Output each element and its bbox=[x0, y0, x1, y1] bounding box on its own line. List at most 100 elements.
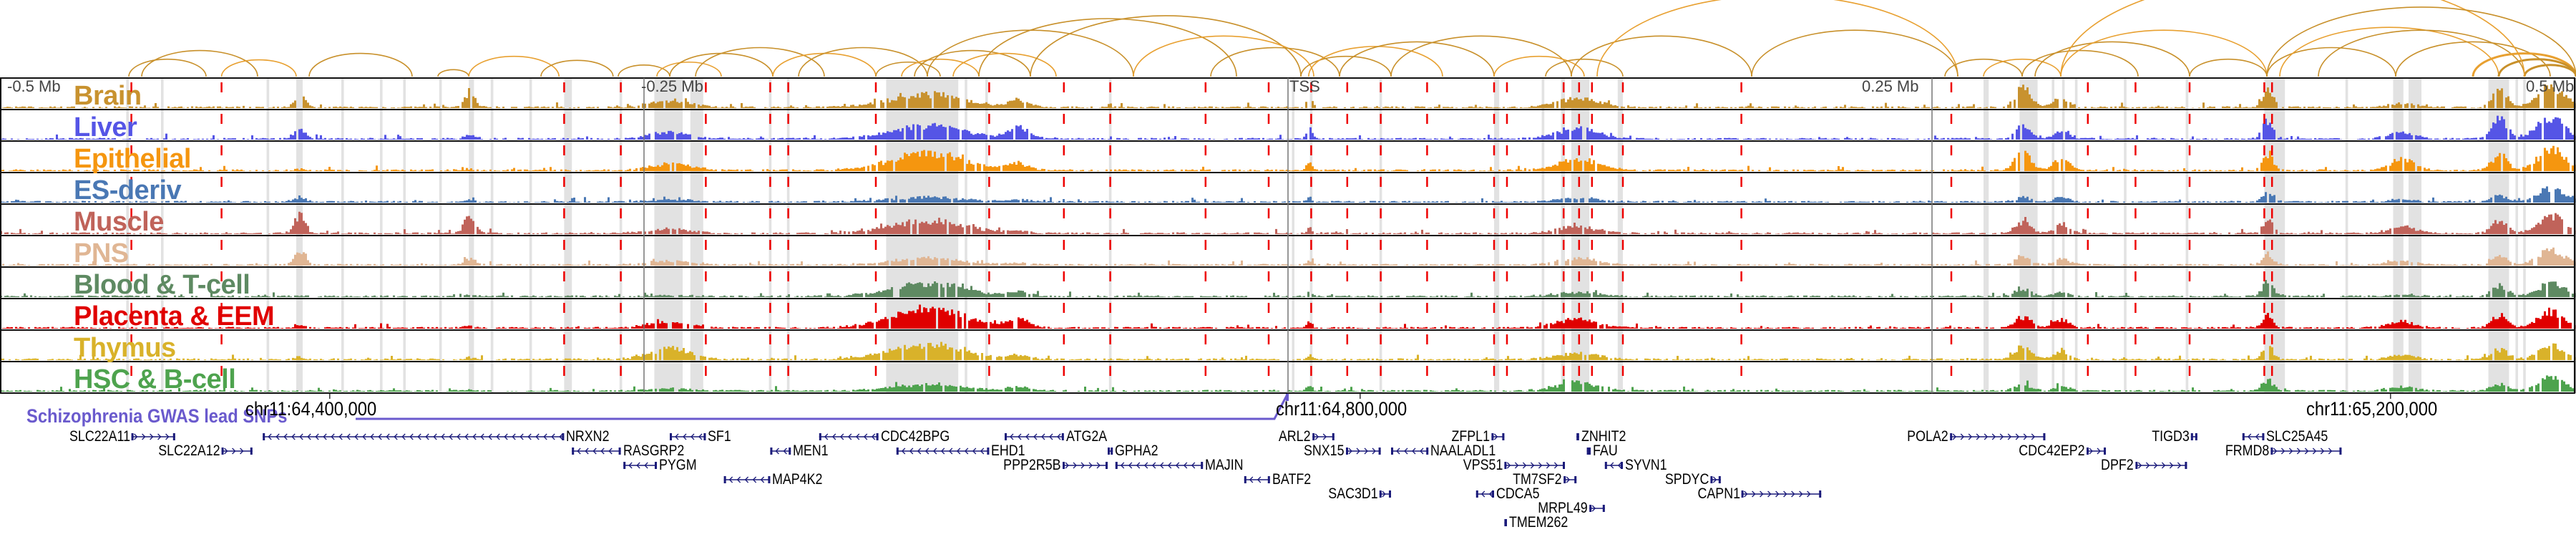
gene-label[interactable]: GPHA2 bbox=[1115, 442, 1158, 459]
chromatin-loop-arc bbox=[669, 52, 774, 77]
gene-label[interactable]: NRXN2 bbox=[566, 428, 610, 445]
gene-label[interactable]: CDCA5 bbox=[1496, 485, 1540, 502]
gene-fau[interactable] bbox=[1586, 448, 1591, 455]
chromatin-loop-arc bbox=[1133, 35, 1314, 77]
gene-znhit2[interactable] bbox=[1576, 433, 1579, 440]
gene-label[interactable]: TMEM262 bbox=[1509, 514, 1568, 531]
gene-label[interactable]: NAALADL1 bbox=[1430, 442, 1496, 459]
gene-sf1[interactable] bbox=[670, 433, 706, 440]
gene-label[interactable]: ZFPL1 bbox=[1451, 428, 1491, 445]
gene-label[interactable]: FRMD8 bbox=[2225, 442, 2270, 459]
gene-dpf2[interactable] bbox=[2135, 462, 2187, 469]
gene-cdc42ep2[interactable] bbox=[2087, 448, 2106, 455]
gene-label[interactable]: SLC22A11 bbox=[69, 428, 130, 445]
chromatin-loop-arc bbox=[914, 49, 1031, 77]
gene-label[interactable]: MRPL49 bbox=[1538, 500, 1588, 516]
chromatin-loop-arc bbox=[540, 59, 614, 77]
gene-label[interactable]: ATG2A bbox=[1065, 428, 1107, 445]
chromatin-loop-arc bbox=[695, 47, 825, 77]
gene-frmd8[interactable] bbox=[2270, 448, 2342, 455]
gene-label[interactable]: PYGM bbox=[659, 457, 697, 473]
chromatin-loop-arc bbox=[1983, 58, 2062, 77]
gene-label[interactable]: SLC25A45 bbox=[2266, 428, 2328, 445]
gene-men1[interactable] bbox=[770, 448, 791, 455]
gene-batf2[interactable] bbox=[1244, 476, 1270, 483]
gene-atg2a[interactable] bbox=[1005, 433, 1064, 440]
gene-map4k2[interactable] bbox=[723, 476, 771, 483]
gene-label[interactable]: ZNHIT2 bbox=[1581, 428, 1626, 445]
gene-capn1[interactable] bbox=[1741, 490, 1822, 498]
gene-slc22a11[interactable] bbox=[131, 433, 175, 440]
gene-gpha2[interactable] bbox=[1108, 448, 1113, 455]
gene-label[interactable]: MAJIN bbox=[1205, 457, 1244, 473]
gene-label[interactable]: VPS51 bbox=[1463, 457, 1503, 473]
gene-syvn1[interactable] bbox=[1604, 462, 1623, 469]
gene-label[interactable]: DPF2 bbox=[2101, 457, 2135, 473]
track-label: Muscle bbox=[74, 207, 164, 237]
gene-label[interactable]: TM7SF2 bbox=[1513, 471, 1562, 488]
gene-label[interactable]: SNX15 bbox=[1303, 442, 1345, 459]
gene-cdca5[interactable] bbox=[1475, 490, 1494, 498]
gene-label[interactable]: EHD1 bbox=[991, 442, 1026, 459]
gwas-snp-track bbox=[356, 394, 1289, 420]
gene-spdyc[interactable] bbox=[1710, 476, 1721, 483]
axis-tick-label: 0.25 Mb bbox=[1862, 77, 1919, 95]
gene-rasgrp2[interactable] bbox=[572, 448, 621, 455]
gene-tm7sf2[interactable] bbox=[1563, 476, 1577, 483]
chromatin-loop-arc bbox=[2021, 49, 2139, 77]
gwas-snp-link bbox=[356, 394, 1289, 420]
gene-label[interactable]: TIGD3 bbox=[2152, 428, 2190, 445]
lead-snp-lines bbox=[130, 78, 2273, 393]
gene-label[interactable]: PPP2R5B bbox=[1003, 457, 1061, 473]
signal-hsc-b-cell bbox=[0, 375, 2574, 392]
chromatin-loop-arc bbox=[927, 29, 1134, 77]
gene-label[interactable]: POLA2 bbox=[1907, 428, 1948, 445]
gene-pola2[interactable] bbox=[1950, 433, 2046, 440]
track-label: Thymus bbox=[74, 333, 176, 363]
gene-nrxn2[interactable] bbox=[263, 433, 565, 440]
chr-coordinate-label: chr11:64,800,000 bbox=[1275, 398, 1407, 420]
gene-arl2[interactable] bbox=[1312, 433, 1335, 440]
gene-zfpl1[interactable] bbox=[1491, 433, 1505, 440]
gene-sac3d1[interactable] bbox=[1379, 490, 1391, 498]
track-label: ES-deriv bbox=[74, 175, 182, 205]
gene-cdc42bpg[interactable] bbox=[819, 433, 879, 440]
gene-mrpl49[interactable] bbox=[1589, 505, 1605, 512]
chromatin-loop-arc bbox=[2523, 64, 2576, 77]
gene-pygm[interactable] bbox=[623, 462, 657, 469]
chromatin-loop-arc bbox=[1390, 35, 1572, 77]
gene-label[interactable]: FAU bbox=[1593, 442, 1618, 459]
track-label: PNS bbox=[74, 238, 129, 268]
gene-label[interactable]: ARL2 bbox=[1279, 428, 1311, 445]
gene-slc25a45[interactable] bbox=[2242, 433, 2265, 440]
gene-label[interactable]: RASGRP2 bbox=[623, 442, 684, 459]
gene-label[interactable]: CDC42BPG bbox=[880, 428, 950, 445]
chromatin-loop-arc bbox=[2060, 29, 2268, 77]
gene-label[interactable]: SAC3D1 bbox=[1328, 485, 1378, 502]
gene-label[interactable]: SPDYC bbox=[1665, 471, 1709, 488]
chromatin-loop-arc bbox=[1493, 55, 1585, 77]
chromatin-loops bbox=[128, 0, 2576, 77]
chromatin-loop-arc bbox=[875, 61, 941, 77]
gene-label[interactable]: SLC22A12 bbox=[157, 442, 220, 459]
gene-label[interactable]: BATF2 bbox=[1272, 471, 1312, 488]
gene-slc22a12[interactable] bbox=[221, 448, 253, 455]
gene-tigd3[interactable] bbox=[2190, 433, 2197, 440]
gene-label[interactable]: SF1 bbox=[708, 428, 732, 445]
gene-vps51[interactable] bbox=[1504, 462, 1565, 469]
gene-ehd1[interactable] bbox=[896, 448, 990, 455]
gene-label[interactable]: MAP4K2 bbox=[772, 471, 823, 488]
gene-tmem262[interactable] bbox=[1504, 519, 1507, 526]
gene-label[interactable]: CAPN1 bbox=[1697, 485, 1740, 502]
chromatin-loop-arc bbox=[1300, 55, 1392, 77]
gene-label[interactable]: CDC42EP2 bbox=[2019, 442, 2085, 459]
gene-majin[interactable] bbox=[1115, 462, 1204, 469]
gene-snx15[interactable] bbox=[1346, 448, 1381, 455]
gene-label[interactable]: SYVN1 bbox=[1625, 457, 1667, 473]
chromatin-loop-arc bbox=[308, 52, 413, 77]
gene-naaladl1[interactable] bbox=[1391, 448, 1429, 455]
chr-coordinate-label: chr11:64,400,000 bbox=[245, 398, 376, 420]
chromatin-loop-arc bbox=[2060, 0, 2525, 77]
gene-label[interactable]: MEN1 bbox=[793, 442, 829, 459]
gene-ppp2r5b[interactable] bbox=[1063, 462, 1108, 469]
